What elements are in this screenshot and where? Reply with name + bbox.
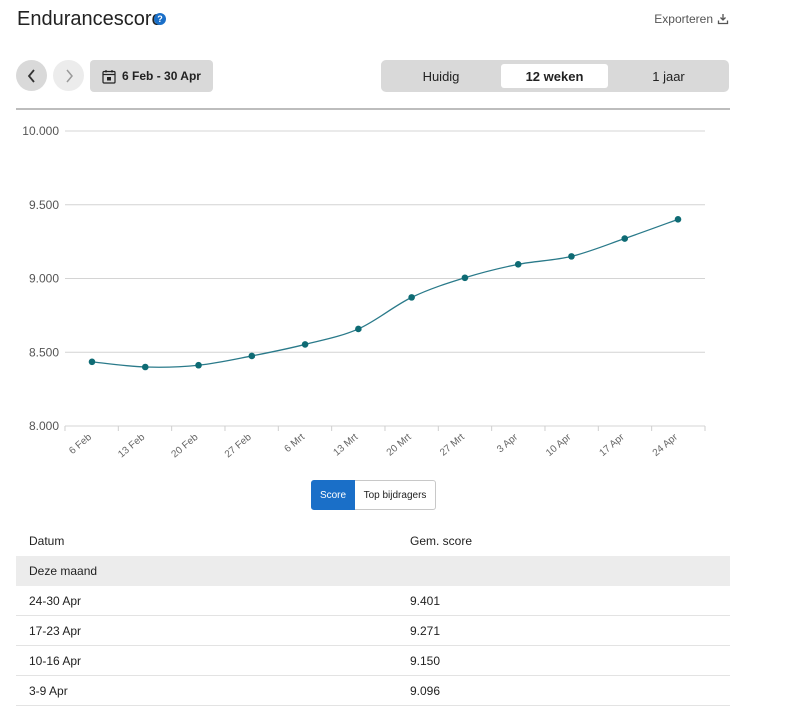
row-date: 17-23 Apr <box>29 623 82 638</box>
x-tick-label: 6 Feb <box>67 432 94 457</box>
date-range-button[interactable]: 6 Feb - 30 Apr <box>90 60 213 92</box>
data-point <box>568 253 575 260</box>
row-score: 9.401 <box>410 593 441 608</box>
row-date: 10-16 Apr <box>29 653 82 668</box>
y-tick-label: 8.500 <box>29 345 59 359</box>
chevron-right-icon <box>65 69 73 82</box>
data-point <box>301 341 309 348</box>
row-date: 3-9 Apr <box>29 683 68 698</box>
score-toggle[interactable]: Score <box>311 480 355 510</box>
help-icon[interactable]: ? <box>154 13 166 25</box>
score-table: Datum Gem. score Deze maand 24-30 Apr 9.… <box>16 526 730 706</box>
previous-period-button[interactable] <box>16 60 47 91</box>
score-column-header: Gem. score <box>410 534 473 548</box>
x-tick-label: 13 Feb <box>116 432 147 461</box>
x-tick-label: 3 Apr <box>495 431 520 455</box>
date-column-header: Datum <box>29 534 65 548</box>
tab-1-jaar[interactable]: 1 jaar <box>652 68 685 84</box>
x-tick-label: 6 Mrt <box>282 432 307 455</box>
data-point <box>674 216 682 223</box>
download-icon <box>717 14 729 25</box>
range-tabs: Huidig 12 weken 1 jaar <box>381 60 729 92</box>
row-date: 24-30 Apr <box>29 593 82 608</box>
tab-12-weken[interactable]: 12 weken <box>501 64 608 88</box>
data-point <box>355 325 362 333</box>
table-row: 24-30 Apr 9.401 <box>16 586 730 616</box>
export-button[interactable]: Exporteren <box>654 12 729 26</box>
x-tick-label: 20 Feb <box>170 432 201 461</box>
row-score: 9.271 <box>410 623 441 638</box>
toolbar: 6 Feb - 30 Apr Huidig 12 weken 1 jaar <box>16 60 730 92</box>
y-tick-label: 9.500 <box>29 198 59 212</box>
page-header: Endurancescore ? Exporteren <box>17 6 729 34</box>
row-score: 9.096 <box>410 683 441 698</box>
data-point <box>621 235 629 242</box>
score-series-line <box>91 218 679 368</box>
top-contributors-toggle[interactable]: Top bijdragers <box>355 480 436 510</box>
row-score: 9.150 <box>410 653 441 668</box>
tab-huidig[interactable]: Huidig <box>422 68 460 84</box>
y-tick-label: 9.000 <box>29 272 59 286</box>
page-title: Endurancescore <box>17 8 163 30</box>
x-tick-label: 27 Feb <box>223 432 254 461</box>
data-point <box>195 361 202 369</box>
table-header: Datum Gem. score <box>16 526 730 556</box>
table-row: 10-16 Apr 9.150 <box>16 646 730 676</box>
x-tick-label: 10 Apr <box>544 431 574 458</box>
divider <box>16 108 730 110</box>
table-row: 17-23 Apr 9.271 <box>16 616 730 646</box>
data-point <box>141 363 149 371</box>
chevron-left-icon <box>27 68 35 83</box>
data-point <box>248 352 256 360</box>
group-label: Deze maand <box>29 564 98 578</box>
x-tick-label: 17 Apr <box>597 431 627 458</box>
x-tick-label: 13 Mrt <box>332 432 361 459</box>
y-tick-label: 10.000 <box>22 124 59 138</box>
table-row: 3-9 Apr 9.096 <box>16 676 730 706</box>
data-point <box>461 274 469 282</box>
data-point <box>514 261 522 268</box>
view-toggle: Score Top bijdragers <box>311 480 436 510</box>
data-point <box>408 294 415 301</box>
data-point <box>88 358 96 366</box>
calendar-icon <box>102 69 116 84</box>
x-tick-label: 27 Mrt <box>438 432 467 459</box>
date-range-label: 6 Feb - 30 Apr <box>122 69 201 83</box>
endurance-line-chart: 8.000 8.500 9.000 9.500 10.000 6 Feb 13 Feb 20 … <box>22 124 706 461</box>
y-tick-label: 8.000 <box>29 419 59 433</box>
export-label: Exporteren <box>654 12 713 26</box>
x-tick-label: 20 Mrt <box>385 432 414 459</box>
next-period-button[interactable] <box>53 60 84 91</box>
table-group-row: Deze maand <box>16 556 730 586</box>
x-tick-label: 24 Apr <box>651 431 681 458</box>
